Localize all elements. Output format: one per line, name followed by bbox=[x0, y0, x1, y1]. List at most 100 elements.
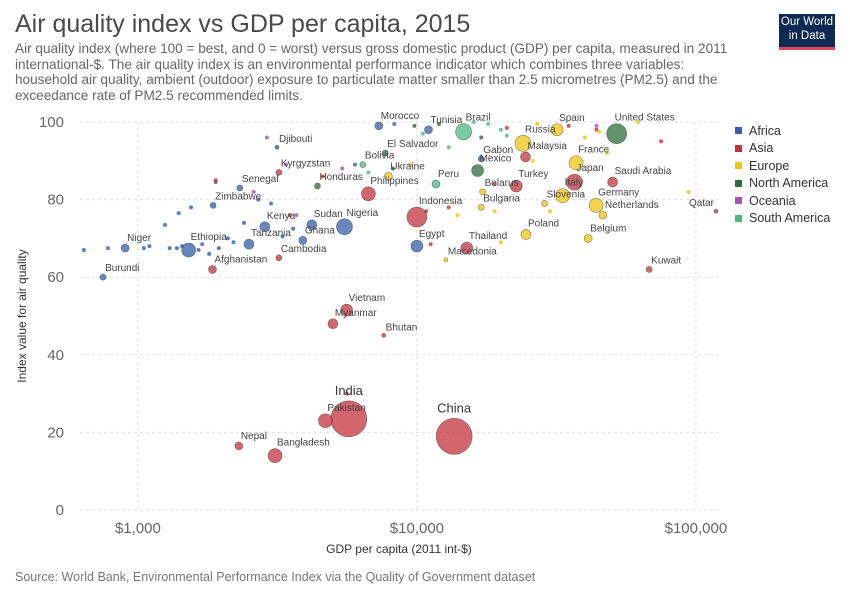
data-point[interactable] bbox=[243, 238, 255, 250]
data-point[interactable] bbox=[555, 188, 570, 204]
data-point[interactable] bbox=[259, 221, 271, 233]
data-point[interactable] bbox=[492, 209, 497, 214]
data-point[interactable] bbox=[520, 151, 531, 163]
data-point[interactable] bbox=[424, 125, 433, 135]
data-point[interactable] bbox=[225, 236, 230, 241]
data-point[interactable] bbox=[492, 182, 497, 187]
data-point[interactable] bbox=[392, 121, 397, 126]
legend-item[interactable]: North America bbox=[735, 175, 830, 193]
data-point[interactable] bbox=[353, 162, 358, 167]
data-point[interactable] bbox=[256, 197, 261, 202]
data-point[interactable] bbox=[431, 179, 441, 189]
data-point[interactable] bbox=[635, 120, 640, 124]
data-point[interactable] bbox=[189, 205, 194, 210]
data-point[interactable] bbox=[437, 121, 442, 126]
data-point[interactable] bbox=[267, 448, 283, 463]
data-point[interactable] bbox=[275, 254, 283, 262]
data-point[interactable] bbox=[208, 265, 217, 274]
data-point[interactable] bbox=[530, 158, 535, 163]
data-point[interactable] bbox=[280, 234, 285, 239]
data-point[interactable] bbox=[455, 123, 472, 140]
data-point[interactable] bbox=[200, 242, 205, 247]
owid-logo[interactable]: Our World in Data bbox=[779, 14, 835, 50]
data-point[interactable] bbox=[147, 244, 152, 249]
data-point[interactable] bbox=[408, 162, 413, 167]
legend[interactable]: Africa Asia Europe North America Oceania Sout… bbox=[735, 122, 830, 227]
data-point[interactable] bbox=[320, 174, 325, 179]
data-point[interactable] bbox=[340, 166, 345, 171]
data-point[interactable] bbox=[291, 226, 296, 231]
data-point[interactable] bbox=[428, 242, 433, 247]
data-point[interactable] bbox=[659, 139, 664, 144]
data-point[interactable] bbox=[366, 170, 371, 175]
data-point[interactable] bbox=[597, 129, 602, 134]
data-point[interactable] bbox=[234, 441, 244, 451]
data-point[interactable] bbox=[566, 123, 571, 128]
legend-item[interactable]: South America bbox=[735, 210, 830, 228]
data-point[interactable] bbox=[477, 155, 485, 163]
data-point[interactable] bbox=[486, 121, 491, 126]
data-point[interactable] bbox=[582, 135, 587, 140]
data-point[interactable] bbox=[460, 241, 474, 255]
data-point[interactable] bbox=[471, 164, 484, 177]
data-point[interactable] bbox=[231, 240, 236, 245]
data-point[interactable] bbox=[120, 243, 130, 253]
data-point[interactable] bbox=[196, 248, 201, 253]
data-point[interactable] bbox=[141, 246, 146, 251]
data-point[interactable] bbox=[336, 218, 353, 236]
data-point[interactable] bbox=[446, 145, 451, 150]
data-point[interactable] bbox=[207, 251, 212, 256]
data-point[interactable] bbox=[361, 186, 376, 202]
data-point[interactable] bbox=[541, 200, 548, 207]
data-point[interactable] bbox=[446, 205, 451, 210]
data-point[interactable] bbox=[167, 246, 172, 251]
data-point[interactable] bbox=[275, 169, 283, 176]
legend-item[interactable]: Europe bbox=[735, 157, 830, 175]
data-point[interactable] bbox=[381, 333, 386, 338]
data-point[interactable] bbox=[287, 213, 292, 218]
data-point[interactable] bbox=[686, 189, 691, 194]
data-point[interactable] bbox=[105, 246, 110, 251]
data-point[interactable] bbox=[269, 201, 274, 206]
data-point[interactable] bbox=[471, 120, 476, 124]
data-point[interactable] bbox=[209, 202, 217, 209]
data-point[interactable] bbox=[274, 144, 280, 150]
data-point[interactable] bbox=[477, 204, 485, 211]
data-point[interactable] bbox=[606, 123, 627, 144]
data-point[interactable] bbox=[81, 248, 86, 253]
data-point[interactable] bbox=[594, 123, 599, 128]
data-point[interactable] bbox=[381, 149, 389, 157]
data-point[interactable] bbox=[566, 173, 583, 191]
data-point[interactable] bbox=[99, 273, 107, 281]
data-point[interactable] bbox=[588, 198, 604, 213]
data-point[interactable] bbox=[344, 391, 349, 396]
data-point[interactable] bbox=[509, 179, 523, 193]
data-point[interactable] bbox=[583, 234, 593, 243]
data-point[interactable] bbox=[216, 246, 221, 251]
data-point[interactable] bbox=[550, 123, 564, 137]
data-point[interactable] bbox=[604, 151, 609, 156]
data-point[interactable] bbox=[314, 182, 321, 190]
data-point[interactable] bbox=[713, 208, 719, 214]
data-point[interactable] bbox=[176, 211, 181, 216]
data-point[interactable] bbox=[520, 229, 532, 240]
data-point[interactable] bbox=[174, 246, 179, 251]
legend-item[interactable]: Africa bbox=[735, 122, 830, 140]
legend-item[interactable]: Oceania bbox=[735, 192, 830, 210]
data-point[interactable] bbox=[598, 210, 608, 220]
data-point[interactable] bbox=[241, 220, 246, 225]
data-point[interactable] bbox=[340, 303, 353, 317]
data-point[interactable] bbox=[435, 417, 473, 455]
data-point[interactable] bbox=[306, 219, 318, 231]
data-point[interactable] bbox=[390, 166, 395, 171]
data-point[interactable] bbox=[359, 161, 367, 168]
data-point[interactable] bbox=[284, 162, 289, 167]
data-point[interactable] bbox=[514, 135, 532, 152]
legend-item[interactable]: Asia bbox=[735, 140, 830, 158]
data-point[interactable] bbox=[318, 413, 333, 429]
data-point[interactable] bbox=[443, 257, 449, 263]
data-point[interactable] bbox=[327, 318, 339, 330]
data-point[interactable] bbox=[645, 266, 653, 273]
data-point[interactable] bbox=[568, 155, 584, 171]
data-point[interactable] bbox=[374, 121, 384, 131]
